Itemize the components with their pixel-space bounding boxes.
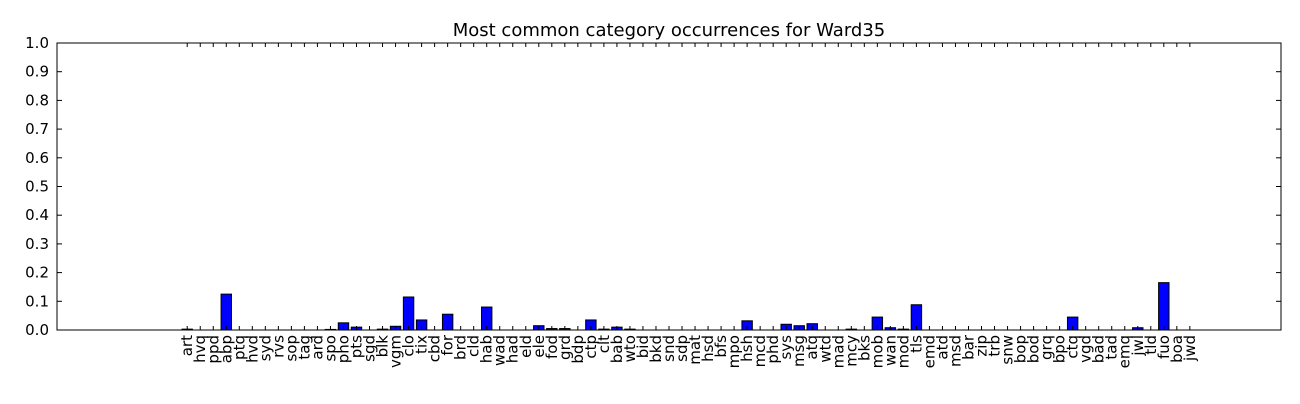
x-tick-label: atd [933,335,951,360]
x-tick-label: snw [999,335,1017,365]
x-tick-label: had [504,335,522,363]
bars [181,282,1170,331]
x-tick-label: fod [543,335,561,359]
x-tick-label: ctp [582,335,600,359]
y-axis: 0.0 0.1 0.2 0.3 0.4 0.5 0.6 0.7 0.8 0.9 1.0 [25,34,1281,339]
x-tick-label: hvd [243,335,261,363]
x-tick-label: grq [1038,335,1056,360]
x-tick-label: cld [465,335,483,357]
bar-fuo [1158,282,1170,331]
x-tick-label: bkd [647,335,665,363]
x-tick-label: sdp [673,335,691,362]
x-tick-label: snd [660,335,678,362]
x-tick-label: bks [855,335,873,361]
x-tick-label: msg [790,335,808,367]
x-tick-label: wto [621,335,639,362]
bar-clo [402,296,415,331]
x-tick-label: tls [907,335,925,353]
x-tick-label: hsd [699,335,717,362]
x-tick-label: mat [686,335,704,365]
x-tick-label: wtd [816,335,834,363]
x-tick-label: mod [894,335,912,368]
x-tick-label: mpo [725,335,743,368]
x-tick-label: brd [452,335,470,360]
x-tick-label: spo [321,335,339,362]
x-tick-label: hab [478,335,496,363]
chart-title: Most common category occurrences for War… [453,20,886,41]
y-tick-label: 0.5 [25,178,49,196]
x-tick-label: clt [595,335,613,353]
x-tick-label: mob [868,335,886,368]
x-tick-label: bop [1012,335,1030,363]
y-tick-label: 0.7 [25,120,49,138]
x-tick-label: clo [400,335,418,357]
x-tick-label: vgd [1077,335,1095,363]
x-tick-label: zip [973,335,991,357]
x-tick-label: emq [1116,335,1134,368]
bar-abp [220,293,232,331]
x-tick-label: vgm [387,335,405,368]
x-tick-label: tix [413,335,431,354]
x-tick-label: bdp [569,335,587,364]
x-tick-label: boa [1168,335,1186,363]
x-tick-label: tad [1103,335,1121,360]
x-tick-label: emd [920,335,938,368]
x-tick-label: eld [517,335,535,358]
x-tick-label: art [178,335,196,356]
x-tick-label: blk [374,335,392,358]
x-tick-label: ptq [230,335,248,360]
x-tick-label: ard [308,335,326,360]
x-axis: arthvqppdabpptqhvdsydrvssoptagardspophop… [178,43,1199,368]
x-tick-label: wan [881,335,899,366]
x-tick-label: bid [634,335,652,358]
x-tick-label: tld [1142,335,1160,355]
x-tick-label: grd [556,335,574,360]
x-tick-label: phd [764,335,782,364]
x-tick-label: jwd [1181,335,1199,362]
x-tick-label: syd [256,335,274,361]
y-tick-label: 0.9 [25,63,49,81]
x-tick-label: jwl [1129,335,1147,357]
x-tick-label: pts [347,335,365,358]
x-tick-label: sys [777,335,795,360]
x-tick-label: fuo [1155,335,1173,359]
y-tick-label: 0.0 [25,321,49,339]
x-tick-label: pho [334,335,352,363]
x-tick-label: ppd [204,335,222,364]
y-tick-label: 0.2 [25,264,49,282]
x-tick-label: mad [829,335,847,368]
x-tick-label: mcy [842,335,860,367]
x-tick-label: ctq [1064,335,1082,359]
x-tick-label: mcd [751,335,769,367]
y-tick-label: 0.6 [25,149,49,167]
x-tick-label: bfs [712,335,730,358]
x-tick-label: rvs [269,335,287,358]
x-tick-label: cbd [426,335,444,362]
x-tick-label: bar [959,334,977,360]
y-tick-label: 0.1 [25,292,49,310]
x-tick-label: msd [946,335,964,367]
y-tick-label: 0.8 [25,91,49,109]
y-tick-label: 1.0 [25,34,49,52]
x-tick-label: bod [1025,335,1043,363]
x-tick-label: bpo [1051,335,1069,363]
x-tick-label: bad [1090,335,1108,363]
x-tick-label: bab [608,335,626,363]
x-tick-label: trb [986,335,1004,357]
x-tick-label: hvq [191,335,209,363]
x-tick-label: wad [491,335,509,366]
x-tick-label: tag [295,335,313,360]
y-tick-label: 0.3 [25,235,49,253]
plot-frame [56,42,1282,331]
x-tick-label: abp [217,335,235,363]
x-tick-label: for [439,334,457,355]
x-tick-label: atq [803,335,821,360]
y-tick-label: 0.4 [25,206,49,224]
x-tick-label: hsh [738,335,756,362]
x-tick-label: sop [282,335,300,362]
x-tick-label: sgd [361,335,379,362]
x-tick-label: ele [530,335,548,358]
